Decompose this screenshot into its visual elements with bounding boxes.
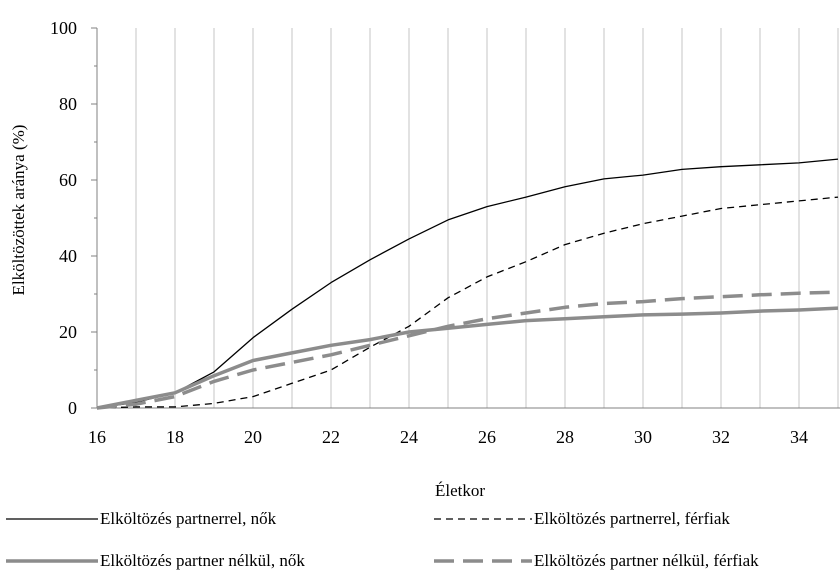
y-tick-label-20: 20 <box>59 322 77 342</box>
x-tick-label-28: 28 <box>556 427 574 447</box>
series-line-4 <box>96 290 839 410</box>
x-tick-label-26: 26 <box>478 427 496 447</box>
legend: Elköltözés partnerrel, nők Elköltözés par… <box>6 509 759 570</box>
axes <box>91 27 840 409</box>
x-tick-label-18: 18 <box>166 427 184 447</box>
x-tick-label-30: 30 <box>634 427 652 447</box>
legend-label-4: Elköltözés partner nélkül, férfiak <box>534 551 759 570</box>
x-tick-label-16: 16 <box>88 427 106 447</box>
x-tick-label-24: 24 <box>400 427 418 447</box>
y-tick-label-80: 80 <box>59 94 77 114</box>
y-tick-label-60: 60 <box>59 170 77 190</box>
series-line-2 <box>96 196 839 409</box>
x-tick-labels: 16 18 20 22 24 26 28 30 32 34 <box>88 427 808 447</box>
y-tick-label-0: 0 <box>68 398 77 418</box>
y-axis-title: Elköltözöttek aránya (%) <box>9 125 28 296</box>
series-line-1 <box>96 158 839 409</box>
x-tick-label-34: 34 <box>790 427 808 447</box>
x-tick-label-22: 22 <box>322 427 340 447</box>
series-line-3 <box>96 306 839 410</box>
y-tick-label-100: 100 <box>50 18 77 38</box>
legend-label-1: Elköltözés partnerrel, nők <box>100 509 277 528</box>
legend-label-2: Elköltözés partnerrel, férfiak <box>534 509 730 528</box>
x-tick-label-20: 20 <box>244 427 262 447</box>
y-tick-labels: 0 20 40 60 80 100 <box>50 18 77 418</box>
series-lines <box>96 158 839 410</box>
legend-label-3: Elköltözés partner nélkül, nők <box>100 551 305 570</box>
vertical-gridlines <box>135 28 839 408</box>
x-tick-label-32: 32 <box>712 427 730 447</box>
x-axis-title: Életkor <box>435 481 485 500</box>
y-tick-label-40: 40 <box>59 246 77 266</box>
